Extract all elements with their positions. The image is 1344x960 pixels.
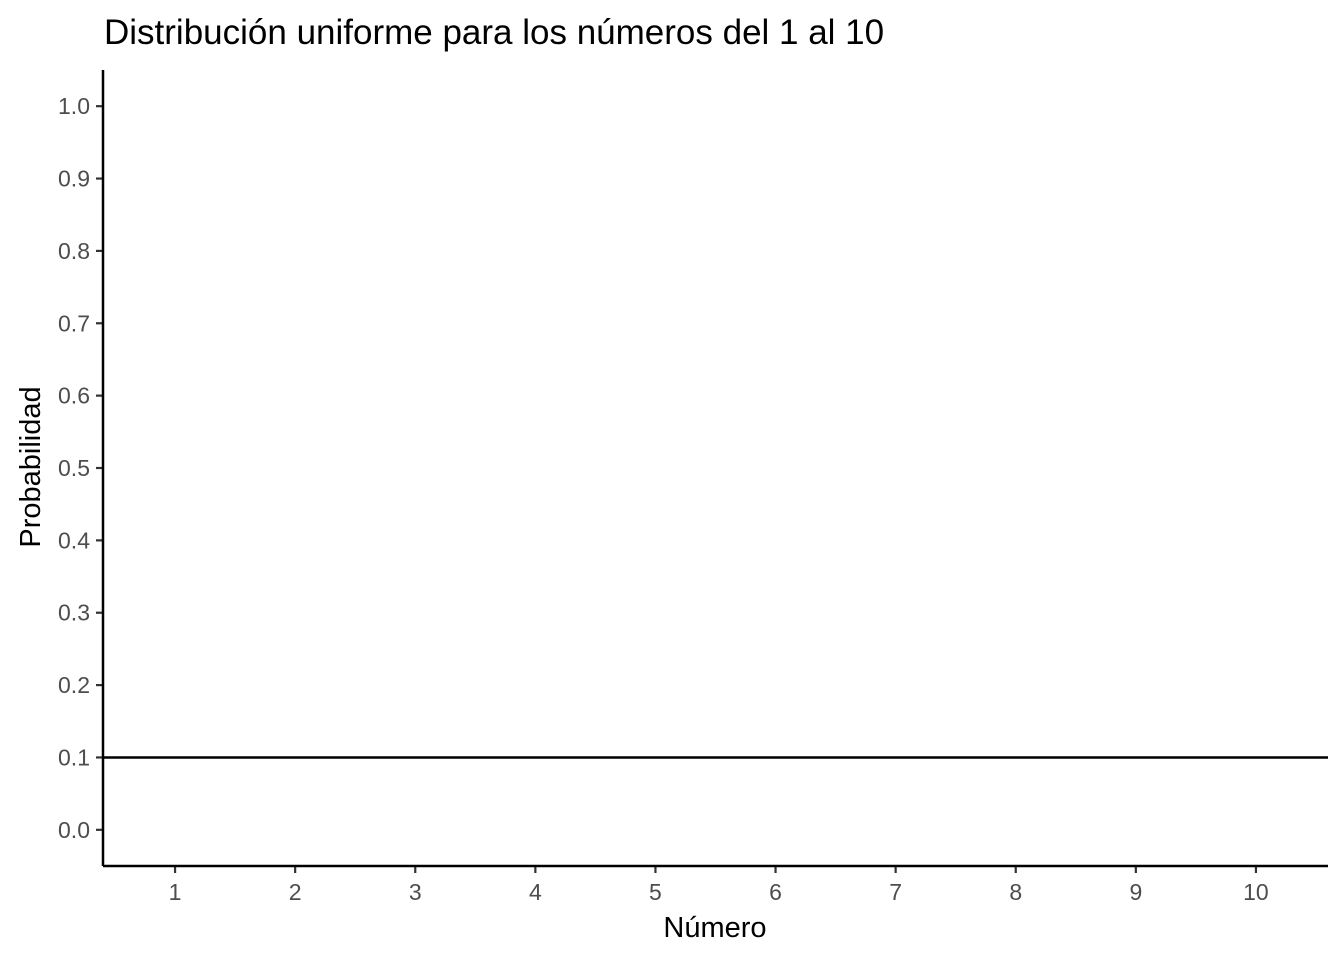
x-tick-label: 2 — [289, 879, 302, 905]
y-tick-label: 0.6 — [58, 383, 90, 409]
x-tick-label: 6 — [769, 879, 782, 905]
y-tick-label: 0.7 — [58, 310, 90, 336]
x-axis-ticks: 1 2 3 4 5 6 7 8 9 10 — [169, 866, 1269, 905]
y-tick-label: 0.4 — [58, 527, 90, 553]
y-tick-label: 0.0 — [58, 817, 90, 843]
y-axis-ticks: 0.0 0.1 0.2 0.3 0.4 0.5 0.6 0.7 0.8 0.9 1.0 — [58, 93, 103, 843]
y-tick-label: 0.1 — [58, 744, 90, 770]
x-axis-title: Número — [663, 912, 766, 944]
y-tick-label: 0.3 — [58, 600, 90, 626]
x-tick-label: 3 — [409, 879, 422, 905]
y-axis-title: Probabilidad — [15, 386, 47, 547]
chart-title: Distribución uniforme para los números d… — [104, 13, 884, 52]
y-tick-label: 0.9 — [58, 166, 90, 192]
y-tick-label: 0.8 — [58, 238, 90, 264]
x-tick-label: 7 — [889, 879, 902, 905]
y-tick-label: 0.5 — [58, 455, 90, 481]
x-tick-label: 10 — [1243, 879, 1269, 905]
y-tick-label: 1.0 — [58, 93, 90, 119]
x-tick-label: 4 — [529, 879, 542, 905]
x-tick-label: 9 — [1129, 879, 1142, 905]
y-tick-label: 0.2 — [58, 672, 90, 698]
x-tick-label: 1 — [169, 879, 182, 905]
x-tick-label: 5 — [649, 879, 662, 905]
x-tick-label: 8 — [1009, 879, 1022, 905]
